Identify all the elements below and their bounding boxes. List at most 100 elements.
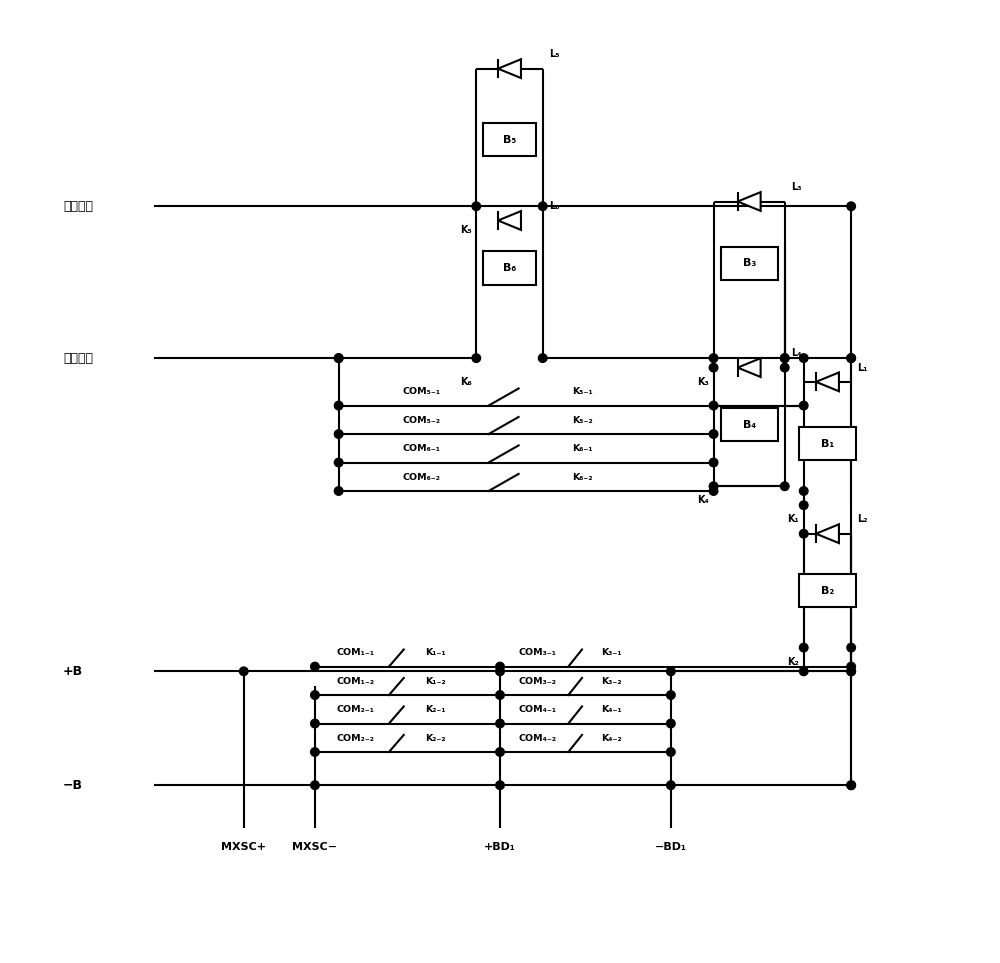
Text: B₆: B₆ xyxy=(503,263,516,273)
Text: MXSC+: MXSC+ xyxy=(221,842,266,852)
Circle shape xyxy=(780,363,789,372)
Bar xyxy=(483,251,536,284)
Text: L₄: L₄ xyxy=(791,349,801,358)
Circle shape xyxy=(667,667,675,676)
Polygon shape xyxy=(738,358,761,377)
Circle shape xyxy=(496,747,504,756)
Circle shape xyxy=(496,781,504,790)
Text: K₆₋₁: K₆₋₁ xyxy=(572,444,593,453)
Text: B₂: B₂ xyxy=(821,586,834,596)
Text: K₅: K₅ xyxy=(460,225,472,235)
Text: −BD₁: −BD₁ xyxy=(655,842,687,852)
Circle shape xyxy=(667,747,675,756)
Polygon shape xyxy=(816,524,839,543)
Circle shape xyxy=(709,429,718,438)
Circle shape xyxy=(334,458,343,467)
Text: K₃: K₃ xyxy=(697,377,709,387)
Text: K₂₋₁: K₂₋₁ xyxy=(425,705,446,714)
Circle shape xyxy=(667,719,675,728)
Circle shape xyxy=(799,501,808,509)
Text: L₁: L₁ xyxy=(857,363,868,373)
Text: +B: +B xyxy=(63,664,83,678)
Circle shape xyxy=(334,486,343,495)
Circle shape xyxy=(799,486,808,495)
Circle shape xyxy=(780,353,789,362)
Text: COM₅₋₁: COM₅₋₁ xyxy=(402,387,440,396)
Circle shape xyxy=(709,402,718,410)
Text: K₅₋₁: K₅₋₁ xyxy=(572,387,593,396)
Text: +BD₁: +BD₁ xyxy=(484,842,516,852)
Text: B₅: B₅ xyxy=(503,135,516,144)
Circle shape xyxy=(799,353,808,362)
Text: B₄: B₄ xyxy=(743,420,756,429)
Circle shape xyxy=(472,202,481,211)
Text: MXSC−: MXSC− xyxy=(292,842,337,852)
Text: K₂: K₂ xyxy=(787,657,799,666)
Text: COM₄₋₂: COM₄₋₂ xyxy=(519,734,557,742)
Circle shape xyxy=(667,781,675,790)
Circle shape xyxy=(496,663,504,671)
Circle shape xyxy=(847,663,855,671)
Text: K₄₋₂: K₄₋₂ xyxy=(601,734,621,742)
Circle shape xyxy=(847,353,855,362)
Text: L₅: L₅ xyxy=(549,49,559,60)
Text: K₄₋₁: K₄₋₁ xyxy=(601,705,621,714)
Text: COM₆₋₁: COM₆₋₁ xyxy=(402,444,440,453)
Circle shape xyxy=(799,667,808,676)
Circle shape xyxy=(780,482,789,490)
Polygon shape xyxy=(498,60,521,78)
Text: K₄: K₄ xyxy=(697,496,709,506)
Text: K₁: K₁ xyxy=(787,514,799,525)
Circle shape xyxy=(538,202,547,211)
Bar xyxy=(799,427,856,460)
Circle shape xyxy=(847,643,855,652)
Text: COM₄₋₁: COM₄₋₁ xyxy=(519,705,557,714)
Text: COM₁₋₂: COM₁₋₂ xyxy=(337,677,375,686)
Circle shape xyxy=(496,667,504,676)
Text: COM₂₋₂: COM₂₋₂ xyxy=(337,734,375,742)
Text: K₆: K₆ xyxy=(460,377,472,387)
Bar xyxy=(721,408,778,441)
Circle shape xyxy=(709,486,718,495)
Circle shape xyxy=(709,482,718,490)
Circle shape xyxy=(311,663,319,671)
Circle shape xyxy=(334,429,343,438)
Circle shape xyxy=(847,781,855,790)
Text: K₂₋₂: K₂₋₂ xyxy=(425,734,445,742)
Circle shape xyxy=(334,353,343,362)
Circle shape xyxy=(311,719,319,728)
Text: L₃: L₃ xyxy=(791,182,801,193)
Text: 并网控制: 并网控制 xyxy=(63,351,93,365)
Circle shape xyxy=(472,353,481,362)
Text: 断网控制: 断网控制 xyxy=(63,199,93,213)
Text: COM₃₋₂: COM₃₋₂ xyxy=(519,677,557,686)
Circle shape xyxy=(709,363,718,372)
Text: B₃: B₃ xyxy=(743,258,756,269)
Circle shape xyxy=(847,353,855,362)
Text: K₃₋₁: K₃₋₁ xyxy=(601,648,621,657)
Circle shape xyxy=(799,402,808,410)
Text: B₁: B₁ xyxy=(821,438,834,449)
Circle shape xyxy=(847,667,855,676)
Circle shape xyxy=(538,353,547,362)
Circle shape xyxy=(667,690,675,699)
Circle shape xyxy=(311,747,319,756)
Polygon shape xyxy=(498,211,521,230)
Circle shape xyxy=(496,690,504,699)
Text: K₁₋₁: K₁₋₁ xyxy=(425,648,446,657)
Text: K₆₋₂: K₆₋₂ xyxy=(572,473,593,482)
Circle shape xyxy=(799,530,808,538)
Bar xyxy=(483,123,536,156)
Circle shape xyxy=(847,202,855,211)
Text: K₅₋₂: K₅₋₂ xyxy=(572,416,593,425)
Circle shape xyxy=(847,667,855,676)
Circle shape xyxy=(334,353,343,362)
Text: K₃₋₂: K₃₋₂ xyxy=(601,677,621,686)
Circle shape xyxy=(799,643,808,652)
Polygon shape xyxy=(816,373,839,391)
Bar xyxy=(721,247,778,280)
Bar xyxy=(799,574,856,608)
Text: L₆: L₆ xyxy=(549,201,559,211)
Circle shape xyxy=(847,781,855,790)
Text: K₁₋₂: K₁₋₂ xyxy=(425,677,446,686)
